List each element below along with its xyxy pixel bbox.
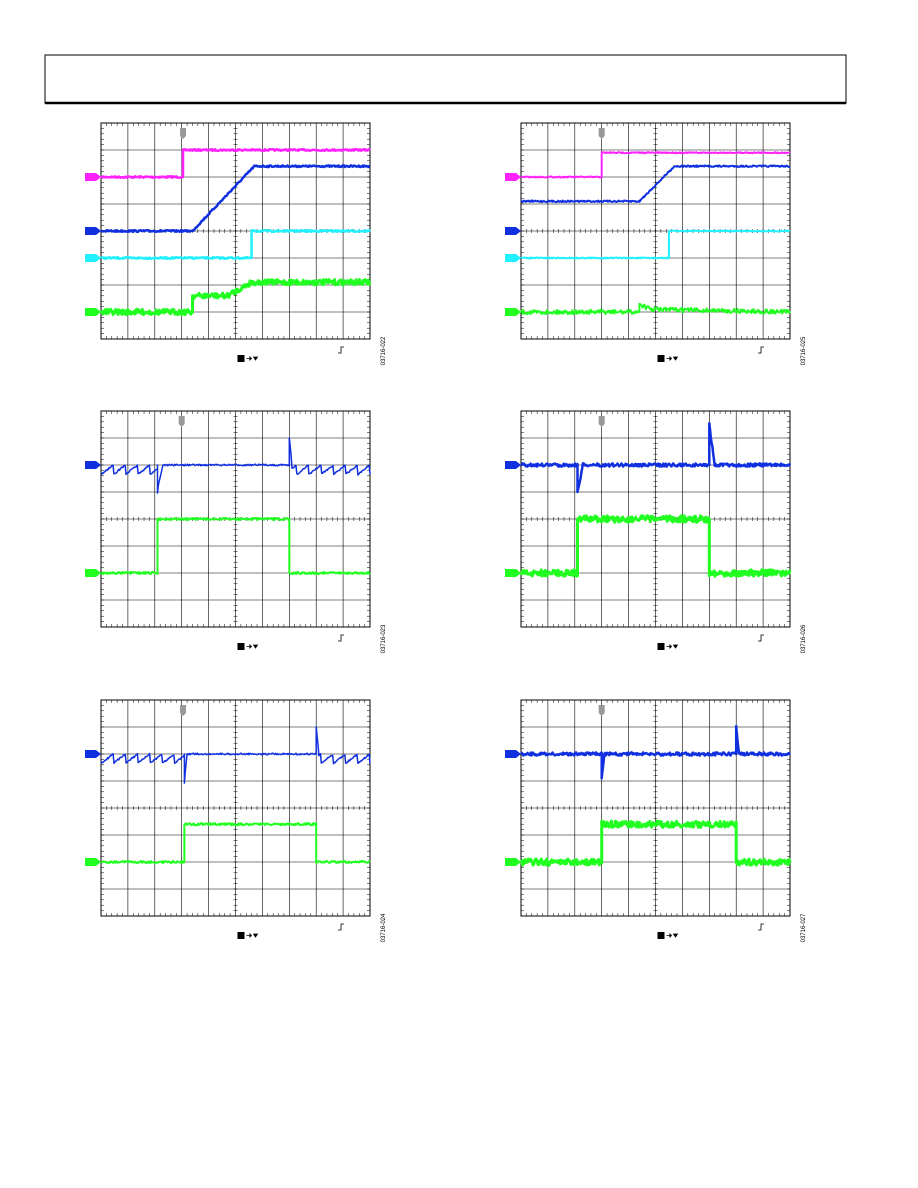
channel-marker [85, 750, 101, 758]
trace [100, 822, 371, 865]
trace [99, 147, 371, 180]
trigger-arrow [666, 356, 679, 361]
channel-marker [85, 227, 101, 235]
channel-marker [505, 308, 521, 316]
channel-marker [505, 750, 521, 758]
channel-marker [85, 173, 101, 181]
edge-symbol [758, 346, 764, 354]
trigger-arrow [666, 933, 679, 938]
trigger-icon [657, 643, 665, 650]
trigger-marker [598, 128, 605, 139]
channel-marker [85, 858, 101, 866]
trace [520, 302, 791, 316]
trace [100, 228, 372, 261]
trace [100, 164, 371, 234]
edge-symbol [758, 634, 764, 642]
trigger-arrow [246, 933, 259, 938]
scope-plot: 03716-022 [85, 122, 387, 365]
figure-id: 03716-023 [381, 624, 387, 653]
channel-marker [505, 227, 521, 235]
channel-marker [85, 461, 101, 469]
edge-symbol [338, 634, 344, 642]
trigger-icon [237, 932, 245, 939]
channel-marker [505, 254, 521, 262]
trigger-icon [237, 643, 245, 650]
channel-marker [85, 254, 101, 262]
trigger-marker [178, 416, 185, 427]
trace [520, 724, 792, 780]
edge-symbol [758, 923, 764, 931]
trigger-marker [598, 705, 605, 716]
trace [519, 514, 792, 578]
figure-id: 03716-026 [801, 624, 807, 653]
scope-plot: 03716-025 [505, 122, 807, 365]
trace [520, 229, 791, 260]
figure-id: 03716-027 [801, 913, 807, 942]
figure-id: 03716-022 [381, 336, 387, 365]
trigger-arrow [246, 356, 259, 361]
channel-marker [85, 308, 101, 316]
channel-marker [505, 858, 521, 866]
channel-marker [505, 461, 521, 469]
figure-id: 03716-025 [801, 336, 807, 365]
trace [520, 151, 791, 179]
scope-plot: 03716-026 [505, 410, 807, 653]
trigger-marker [180, 128, 187, 139]
trigger-arrow [246, 644, 259, 649]
trigger-marker [598, 416, 605, 427]
channel-marker [85, 569, 101, 577]
header-box [44, 54, 847, 104]
channel-marker [505, 173, 521, 181]
trace [520, 422, 792, 494]
trace [100, 437, 371, 494]
trigger-icon [657, 355, 665, 362]
edge-symbol [338, 346, 344, 354]
edge-symbol [338, 923, 344, 931]
trace [520, 164, 791, 204]
trigger-icon [237, 355, 245, 362]
trigger-icon [657, 932, 665, 939]
scope-plot: 03716-024 [85, 699, 387, 942]
figure-id: 03716-024 [381, 913, 387, 942]
channel-marker [505, 569, 521, 577]
trace [520, 819, 792, 867]
trace [99, 278, 372, 317]
trigger-arrow [666, 644, 679, 649]
scope-plot: 03716-023 [85, 410, 387, 653]
trigger-marker [180, 705, 187, 716]
scope-plot: 03716-027 [505, 699, 807, 942]
trace [100, 726, 371, 784]
trace [100, 516, 371, 576]
